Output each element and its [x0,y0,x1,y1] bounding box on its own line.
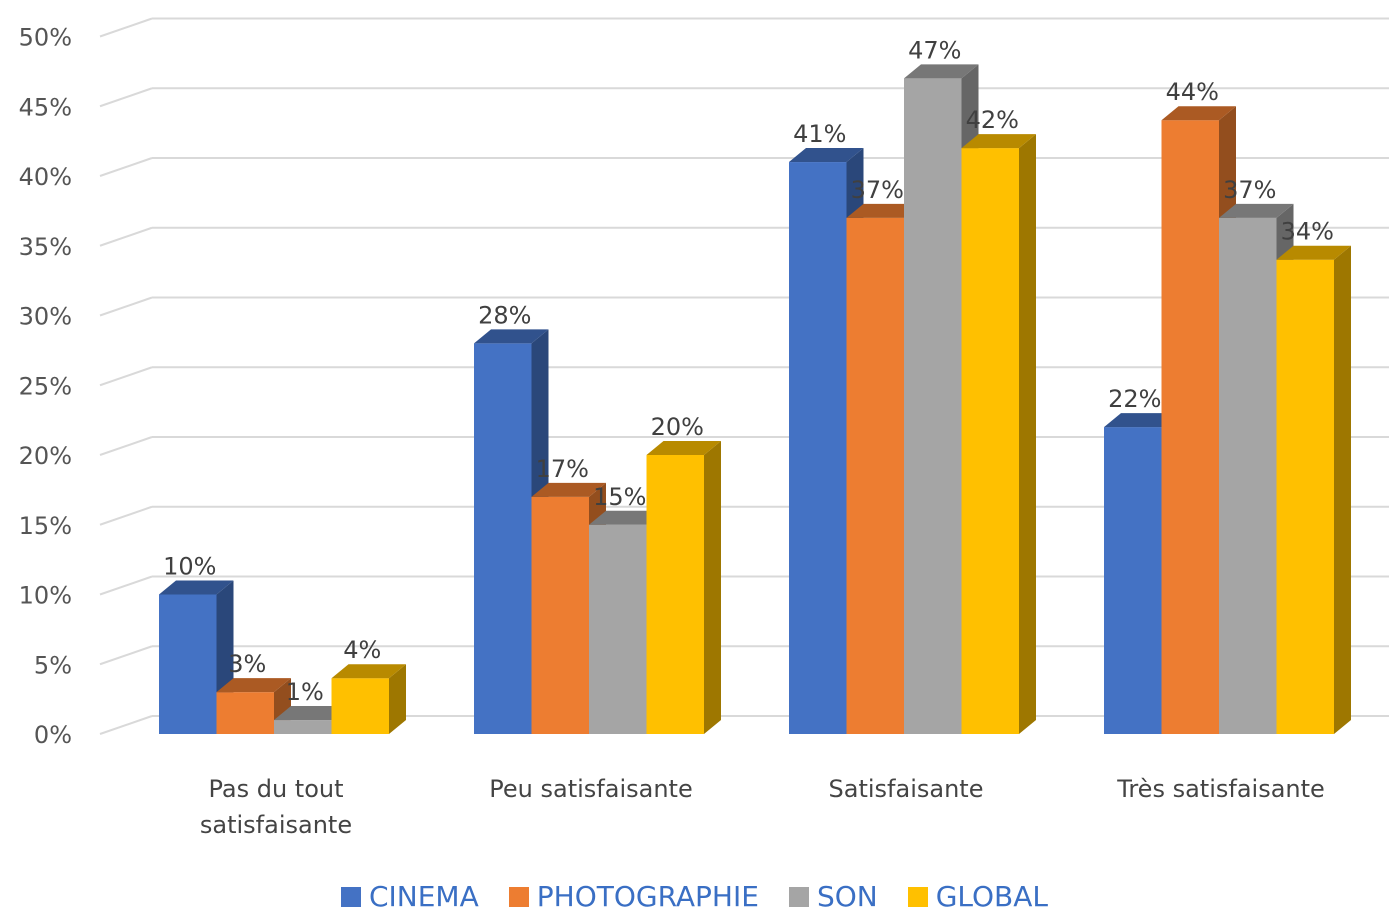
bar-side [389,664,406,734]
bar-top [589,510,664,525]
data-label: 22% [1108,385,1161,413]
data-label: 28% [478,301,531,329]
x-category-label: Pas du tout [208,775,343,803]
bar-top [646,441,721,455]
bar [646,455,704,734]
data-label: 17% [536,455,589,483]
legend-swatch [508,886,529,907]
legend-item: CINEMA [340,880,479,913]
bar [846,217,904,735]
gridline-diagonal [99,87,153,108]
bar [961,148,1019,735]
legend-item: GLOBAL [907,880,1049,913]
y-tick-label: 15% [19,512,72,540]
bar-top [274,706,349,721]
gridline-diagonal [99,296,153,317]
bar [474,343,532,734]
bar [589,524,647,734]
legend-item: PHOTOGRAPHIE [508,880,759,913]
bar-side [1019,134,1036,735]
y-tick-label: 30% [19,303,72,331]
bar [1161,120,1219,734]
x-category-label: Peu satisfaisante [489,775,692,803]
bar-top [531,482,606,497]
gridline-diagonal [99,575,153,596]
y-tick-label: 50% [19,24,72,52]
bar-top [1104,413,1179,428]
x-category-label: Satisfaisante [829,775,984,803]
x-category-label: Très satisfaisante [1116,775,1325,803]
gridline-diagonal [99,17,153,38]
data-label: 4% [343,636,381,664]
bar-top [1161,106,1236,121]
x-category-label: satisfaisante [200,811,352,839]
bar-top [846,203,921,218]
bar [159,594,217,734]
y-tick-label: 45% [19,93,72,121]
data-label: 47% [908,36,961,64]
data-label: 42% [966,106,1019,134]
y-tick-label: 25% [19,372,72,400]
gridline-diagonal [99,157,153,177]
chart-legend: CINEMA PHOTOGRAPHIE SON GLOBAL [0,880,1389,913]
y-tick-label: 10% [19,582,72,610]
bar-top [1219,203,1294,218]
legend-swatch [907,886,928,907]
bar-top [1276,245,1351,260]
chart-canvas: 0% 5% 10% 15% 20% 25% 30% 35% 40% 45% 50% 10% 28% 41%… [19,17,1389,839]
bar [789,162,847,735]
legend-label: SON [816,880,878,913]
y-tick-label: 5% [34,651,72,679]
data-label: 44% [1166,78,1219,106]
bar [531,496,589,734]
data-label: 41% [793,120,846,148]
legend-item: SON [788,880,878,913]
legend-swatch [788,886,809,907]
data-label: 10% [163,553,216,581]
data-label: 34% [1281,218,1334,246]
legend-label: PHOTOGRAPHIE [536,880,759,913]
bar-top [904,64,979,79]
gridline-diagonal [99,715,153,735]
bar [274,720,332,734]
gridline-diagonal [99,436,153,456]
data-label: 37% [851,176,904,204]
data-label: 15% [593,483,646,511]
legend-swatch [340,886,361,907]
gridline-diagonal [99,505,153,526]
y-tick-label: 40% [19,163,72,191]
gridline-diagonal [99,226,153,247]
data-label: 37% [1223,176,1276,204]
y-tick-label: 20% [19,442,72,470]
y-tick-label: 35% [19,233,72,261]
bar-top [216,678,291,693]
bar-side [1334,245,1351,734]
bar [1104,427,1162,734]
y-tick-label: 0% [34,721,72,749]
bar [904,78,962,735]
bar-top [159,580,234,595]
bar-top [331,664,406,679]
data-label: 1% [286,678,324,706]
bar [1276,259,1334,734]
legend-label: GLOBAL [935,880,1049,913]
data-label: 3% [228,650,266,678]
bar [331,678,389,734]
bar-top [789,148,864,163]
gridline-diagonal [99,645,153,666]
bar [216,692,274,734]
bar-top [961,134,1036,149]
bar-top [474,329,549,344]
bar [1219,217,1277,735]
legend-label: CINEMA [368,880,479,913]
gridline-diagonal [99,366,153,387]
data-label: 20% [651,413,704,441]
bar-side [704,441,721,734]
